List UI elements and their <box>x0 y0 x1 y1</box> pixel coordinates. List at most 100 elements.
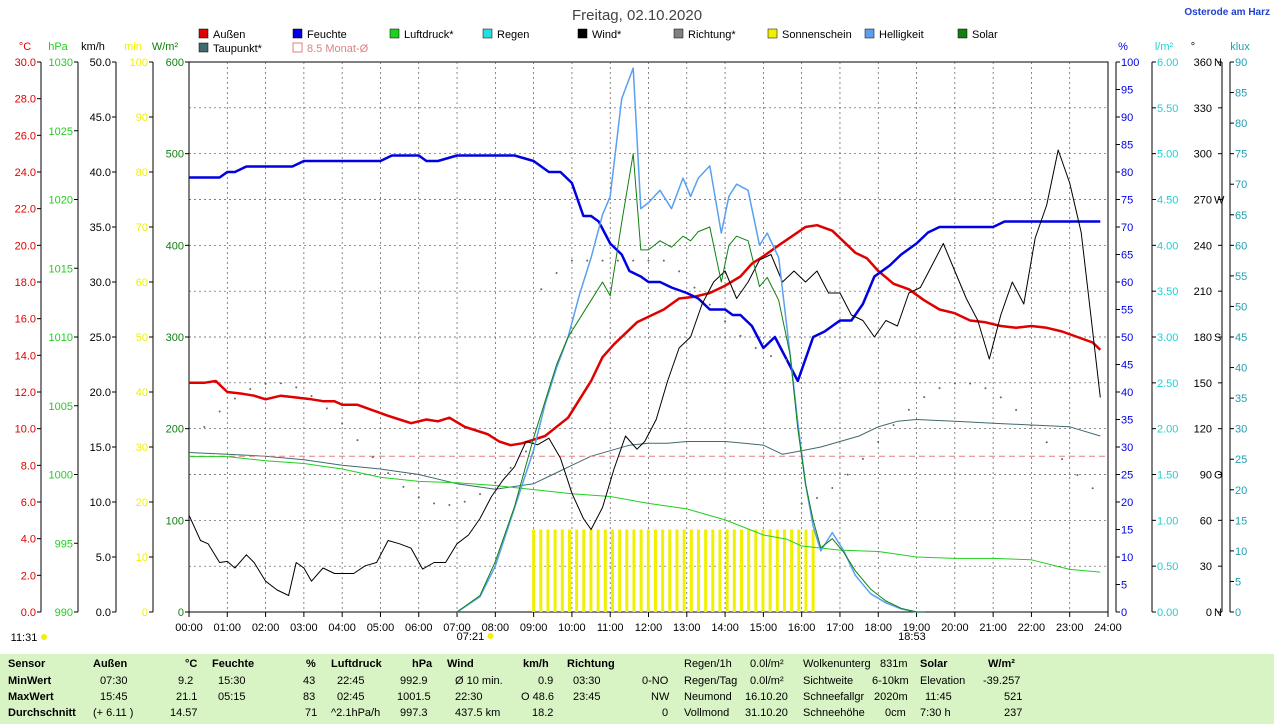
axis-wind-label-10: 50.0 <box>90 57 111 69</box>
axis-rain-label-12: 6.00 <box>1157 57 1178 69</box>
axis-sunshine-label-1: 10 <box>136 552 148 564</box>
unit-deg: ° <box>1191 41 1195 53</box>
series-line-0 <box>189 223 1102 447</box>
axis-temp-label-14: 28.0 <box>15 94 36 106</box>
axis-wind-label-3: 15.0 <box>90 442 111 454</box>
regen-1h-label: Regen/1h <box>684 658 732 670</box>
axis-direction-label-2: 60 <box>1200 515 1212 527</box>
axis-sunshine-label-6: 60 <box>136 277 148 289</box>
axis-sunshine-label-4: 40 <box>136 387 148 399</box>
direction-dot-136 <box>708 303 711 306</box>
axis-rain-label-5: 2.50 <box>1157 378 1178 390</box>
direction-dot-200 <box>953 382 956 385</box>
wind-max-time: 22:30 <box>455 691 483 703</box>
aussen-header: Außen <box>93 658 128 670</box>
legend-swatch-6 <box>577 28 588 39</box>
aussen-min-val: 9.2 <box>178 675 194 687</box>
richtung-min-time: 03:30 <box>573 675 601 687</box>
direction-dot-36 <box>325 407 328 410</box>
direction-dot-120 <box>647 259 650 262</box>
axis-humidity-label-8: 40 <box>1121 387 1133 399</box>
axis-pressure-label-1: 995 <box>55 538 73 550</box>
axis-rain-label-6: 3.00 <box>1157 332 1178 344</box>
axis-humidity-label-11: 55 <box>1121 305 1133 317</box>
direction-dot-152 <box>770 355 773 358</box>
direction-dot-228 <box>1061 458 1064 461</box>
station-name: Osterode am Harz <box>1184 7 1270 18</box>
x-tick-label-15: 15:00 <box>750 622 778 634</box>
unit-klux: klux <box>1230 41 1250 53</box>
axis-sunshine-label-0: 0 <box>142 607 148 619</box>
axis-humidity-label-9: 45 <box>1121 360 1133 372</box>
schneefall-val: 2020m <box>874 691 908 703</box>
solar-elev-val: -39.257 <box>983 675 1021 687</box>
direction-dot-240 <box>1107 497 1109 500</box>
axis-brightness-label-4: 20 <box>1235 485 1247 497</box>
feuchte-max-val: 83 <box>303 691 316 703</box>
direction-dot-52 <box>387 472 390 475</box>
direction-dot-224 <box>1045 441 1048 444</box>
axis-solar-label-0: 0 <box>178 607 184 619</box>
wind-unit: km/h <box>523 658 549 670</box>
series-line-4 <box>189 456 1101 573</box>
x-tick-label-12: 12:00 <box>635 622 663 634</box>
feuchte-avg-val: 71 <box>305 707 318 719</box>
axis-direction-label-9: 270 <box>1194 195 1212 207</box>
summary-table: Sensor MinWert MaxWert Durchschnitt Auße… <box>0 654 1274 724</box>
direction-dot-68 <box>448 503 451 506</box>
axis-humidity-label-17: 85 <box>1121 140 1133 152</box>
axis-temp-label-8: 16.0 <box>15 314 36 326</box>
direction-letter-90: O <box>1214 470 1223 482</box>
legend-swatch-9 <box>864 28 875 39</box>
axis-brightness-label-13: 65 <box>1235 210 1247 222</box>
legend-label-4: Luftdruck* <box>404 29 454 41</box>
aussen-avg-extra: (+ 6.11 ) <box>93 707 134 719</box>
x-tick-label-5: 05:00 <box>367 622 395 634</box>
axis-brightness-label-17: 85 <box>1235 88 1247 100</box>
x-tick-label-8: 08:00 <box>482 622 510 634</box>
axis-temp-label-15: 30.0 <box>15 57 36 69</box>
legend-label-9: Helligkeit <box>879 29 924 41</box>
direction-dot-188 <box>907 408 910 411</box>
axis-wind-label-5: 25.0 <box>90 332 111 344</box>
unit-wm2: W/m² <box>152 41 179 53</box>
axis-rain-label-1: 0.50 <box>1157 561 1178 573</box>
axis-direction-label-12: 360 <box>1194 57 1212 69</box>
direction-dot-124 <box>662 259 665 262</box>
aussen-avg-val: 14.57 <box>170 707 198 719</box>
axis-sunshine-label-3: 30 <box>136 442 148 454</box>
axis-brightness-label-14: 70 <box>1235 179 1247 191</box>
direction-dot-204 <box>969 382 972 385</box>
direction-dot-24 <box>279 382 282 385</box>
axis-humidity-label-15: 75 <box>1121 195 1133 207</box>
legend-swatch-2 <box>292 28 303 39</box>
x-tick-label-1: 01:00 <box>214 622 242 634</box>
axis-pressure-label-3: 1005 <box>49 401 73 413</box>
legend-label-8: Sonnenschein <box>782 29 852 41</box>
axis-brightness-label-9: 45 <box>1235 332 1247 344</box>
wind-min-time: Ø 10 min. <box>455 675 503 687</box>
axis-temp-label-11: 22.0 <box>15 204 36 216</box>
direction-dot-164 <box>815 497 818 500</box>
feuchte-max-time: 05:15 <box>218 691 246 703</box>
luftdruck-unit: hPa <box>412 658 433 670</box>
axis-wind-label-7: 35.0 <box>90 222 111 234</box>
axis-solar-label-1: 100 <box>166 515 184 527</box>
unit-pct: % <box>1118 41 1128 53</box>
axis-solar-label-4: 400 <box>166 240 184 252</box>
axis-wind-label-0: 0.0 <box>96 607 111 619</box>
axis-brightness-label-12: 60 <box>1235 240 1247 252</box>
axis-humidity-label-20: 100 <box>1121 57 1139 69</box>
series-line-1 <box>188 419 1101 490</box>
direction-letter-180: S <box>1214 332 1221 344</box>
legend-swatch-8 <box>767 28 778 39</box>
direction-dot-220 <box>1030 424 1033 427</box>
axis-brightness-label-16: 80 <box>1235 118 1247 130</box>
direction-dot-176 <box>861 457 864 460</box>
legend-label-10: Solar <box>972 29 998 41</box>
direction-dot-116 <box>632 259 635 262</box>
axis-pressure-label-8: 1030 <box>49 57 73 69</box>
direction-dot-100 <box>570 259 573 262</box>
axis-humidity-label-6: 30 <box>1121 442 1133 454</box>
axis-humidity-label-2: 10 <box>1121 552 1133 564</box>
